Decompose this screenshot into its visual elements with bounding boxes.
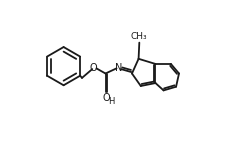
Text: CH₃: CH₃ xyxy=(130,31,147,41)
Text: H: H xyxy=(108,97,114,106)
Text: N: N xyxy=(115,63,122,73)
Text: O: O xyxy=(90,63,97,73)
Text: O: O xyxy=(102,93,110,103)
